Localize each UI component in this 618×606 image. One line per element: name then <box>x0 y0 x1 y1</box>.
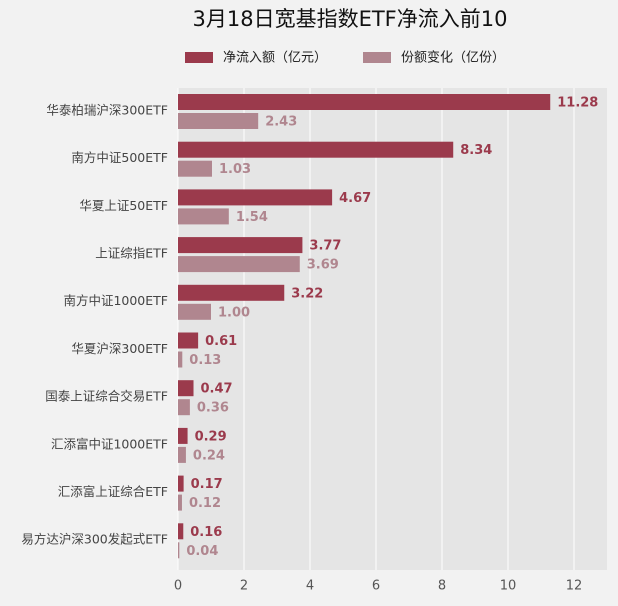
value-label: 11.28 <box>557 96 598 111</box>
legend-label: 净流入额（亿元） <box>223 51 327 66</box>
value-label: 0.36 <box>197 401 229 416</box>
x-tick-label: 4 <box>306 579 314 594</box>
y-tick-label: 南方中证1000ETF <box>63 293 168 308</box>
value-label: 0.12 <box>189 496 221 511</box>
bar <box>178 351 183 368</box>
value-label: 0.16 <box>190 525 222 540</box>
x-tick-label: 12 <box>566 579 583 594</box>
x-tick-label: 6 <box>372 579 380 594</box>
value-label: 0.29 <box>195 429 227 444</box>
bar <box>178 94 551 110</box>
y-tick-label: 汇添富中证1000ETF <box>51 436 168 451</box>
legend-swatch <box>363 52 391 63</box>
bar <box>178 523 184 540</box>
y-tick-label: 易方达沪深300发起式ETF <box>21 532 168 547</box>
bar <box>178 208 229 225</box>
bar <box>178 141 454 158</box>
y-tick-label: 上证综指ETF <box>95 245 168 260</box>
value-label: 8.34 <box>460 143 492 158</box>
x-tick-label: 0 <box>174 579 182 594</box>
value-label: 1.03 <box>219 162 251 177</box>
value-label: 1.00 <box>218 305 250 320</box>
plot-background <box>178 88 607 570</box>
value-label: 1.54 <box>236 210 268 225</box>
chart-title: 3月18日宽基指数ETF净流入前10 <box>193 7 508 31</box>
value-label: 2.43 <box>265 115 297 130</box>
y-tick-label: 华夏上证50ETF <box>79 198 168 213</box>
y-tick-label: 南方中证500ETF <box>71 150 168 165</box>
bar <box>178 189 333 206</box>
y-tick-label: 华泰柏瑞沪深300ETF <box>46 102 168 117</box>
y-tick-label: 华夏沪深300ETF <box>71 341 168 356</box>
bar <box>178 380 194 397</box>
value-label: 3.69 <box>307 258 339 273</box>
y-tick-label: 汇添富上证综合ETF <box>58 484 168 499</box>
bar <box>178 113 259 129</box>
legend-swatch <box>185 52 213 63</box>
bar <box>178 494 182 511</box>
bar <box>178 256 300 273</box>
value-label: 4.67 <box>339 191 371 206</box>
bar <box>178 160 212 177</box>
bar <box>178 446 186 463</box>
bar <box>178 427 188 444</box>
value-label: 0.17 <box>191 477 223 492</box>
value-label: 0.24 <box>193 448 225 463</box>
value-label: 0.13 <box>189 353 221 368</box>
value-label: 0.47 <box>201 382 233 397</box>
value-label: 0.04 <box>186 544 218 559</box>
bar <box>178 303 211 320</box>
value-label: 0.61 <box>205 334 237 349</box>
x-tick-label: 2 <box>240 579 248 594</box>
value-label: 3.77 <box>309 239 341 254</box>
bar <box>178 475 184 492</box>
bar <box>178 399 190 416</box>
bar <box>178 542 180 559</box>
bar <box>178 332 199 349</box>
x-tick-label: 10 <box>500 579 517 594</box>
y-tick-label: 国泰上证综合交易ETF <box>45 389 168 404</box>
bar <box>178 284 285 301</box>
x-tick-label: 8 <box>438 579 446 594</box>
legend-label: 份额变化（亿份） <box>401 50 505 66</box>
value-label: 3.22 <box>291 286 323 301</box>
bar <box>178 237 303 254</box>
